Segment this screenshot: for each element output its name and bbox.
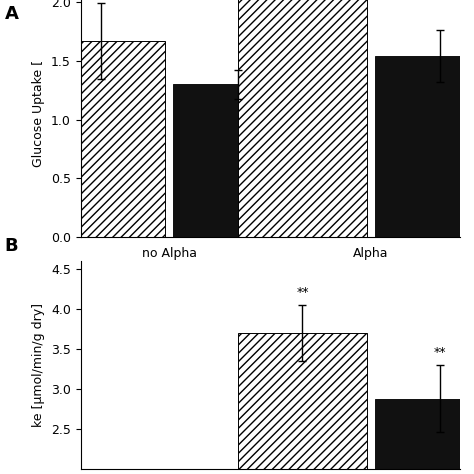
Bar	[375, 56, 474, 237]
Bar	[173, 84, 302, 237]
Bar	[238, 333, 367, 474]
Text: **: **	[433, 346, 446, 359]
Text: B: B	[5, 237, 18, 255]
Y-axis label: ke [μmol/min/g dry]: ke [μmol/min/g dry]	[32, 303, 46, 427]
Bar	[375, 399, 474, 474]
Bar	[36, 41, 165, 237]
Text: **: **	[296, 286, 309, 299]
Y-axis label: Glucose Uptake [: Glucose Uptake [	[32, 60, 46, 167]
Bar	[238, 0, 367, 237]
Text: A: A	[5, 5, 18, 23]
